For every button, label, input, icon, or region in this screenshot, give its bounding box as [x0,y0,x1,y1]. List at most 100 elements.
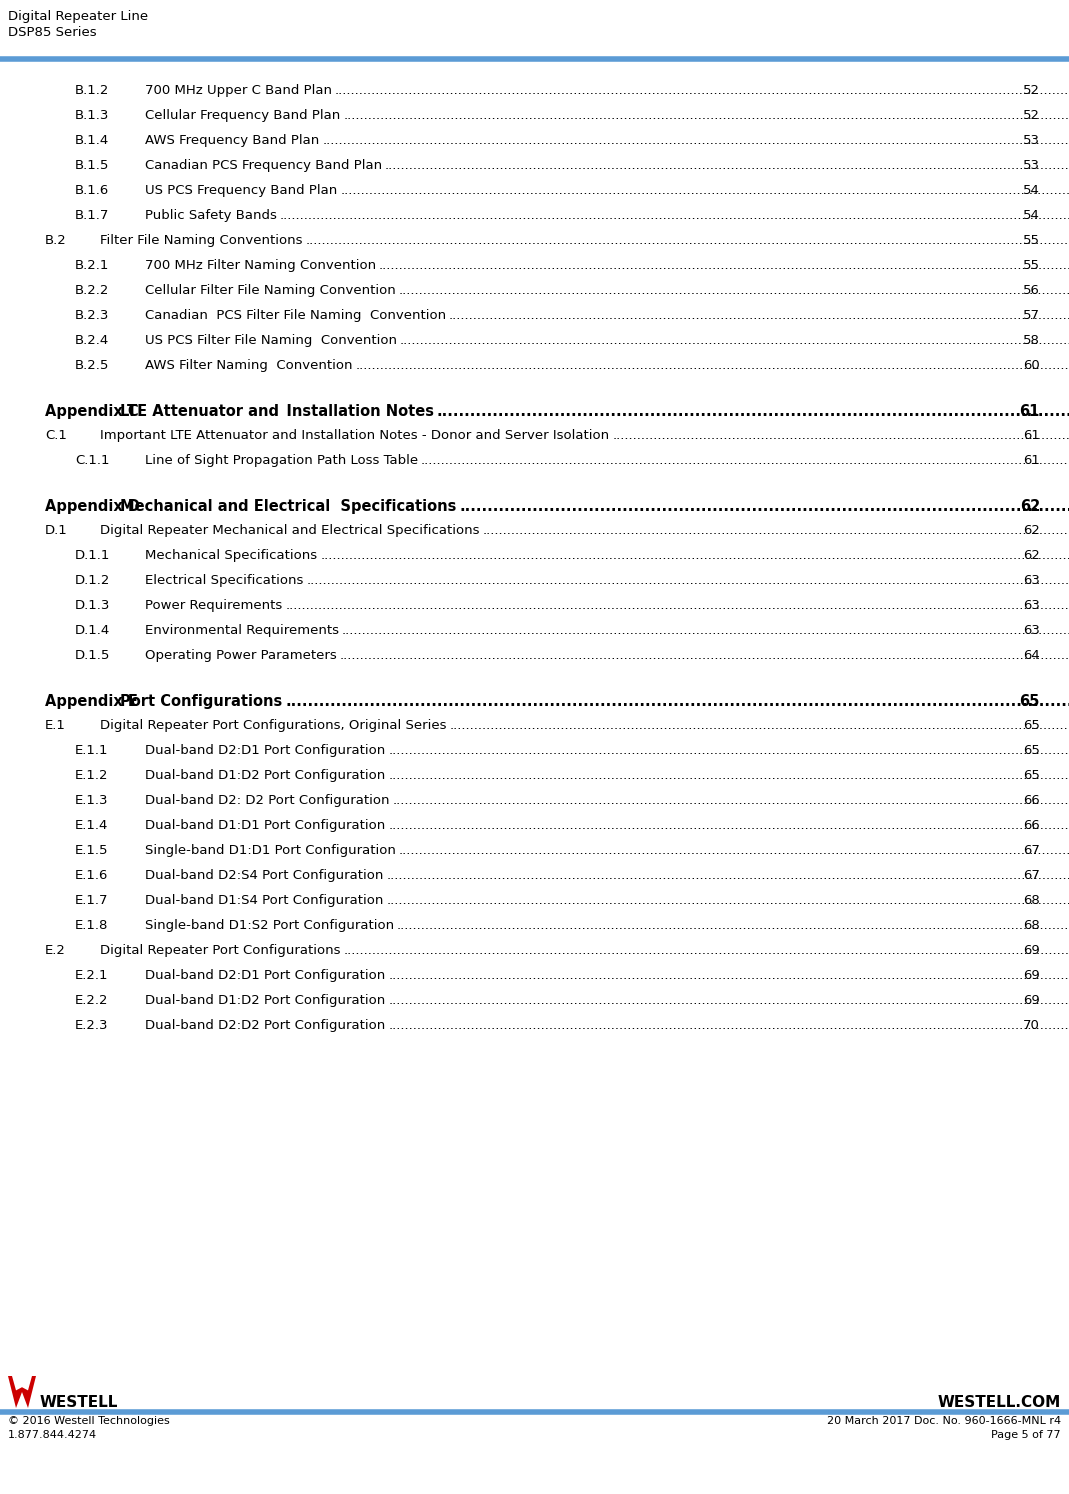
Text: 1.877.844.4274: 1.877.844.4274 [7,1430,97,1440]
Text: 56: 56 [1023,284,1040,297]
Text: E.1.2: E.1.2 [75,769,108,781]
Text: 54: 54 [1023,209,1040,223]
Text: E.1.4: E.1.4 [75,819,108,832]
Text: 65: 65 [1023,744,1040,757]
Text: D.1.5: D.1.5 [75,648,110,662]
Text: ................................................................................: ........................................… [399,844,1069,858]
Text: ................................................................................: ........................................… [388,744,1069,757]
Text: Port Configurations: Port Configurations [120,695,282,710]
Text: ................................................................................: ........................................… [356,359,1069,372]
Text: B.1.2: B.1.2 [75,84,109,97]
Text: ................................................................................: ........................................… [388,994,1069,1007]
Text: D.1.4: D.1.4 [75,624,110,636]
Text: E.1.6: E.1.6 [75,870,108,881]
Text: AWS Frequency Band Plan: AWS Frequency Band Plan [145,134,320,146]
Text: B.1.7: B.1.7 [75,209,109,223]
Text: 58: 58 [1023,335,1040,347]
Text: B.1.6: B.1.6 [75,184,109,197]
Text: Dual-band D2:D1 Port Configuration: Dual-band D2:D1 Port Configuration [145,744,385,757]
Text: 69: 69 [1023,944,1040,958]
Text: ................................................................................: ........................................… [421,454,1069,468]
Text: 66: 66 [1023,819,1040,832]
Text: 57: 57 [1023,309,1040,323]
Text: 63: 63 [1023,624,1040,636]
Text: ................................................................................: ........................................… [285,599,1069,613]
Text: 62: 62 [1020,499,1040,514]
Text: Line of Sight Propagation Path Loss Table: Line of Sight Propagation Path Loss Tabl… [145,454,418,468]
Text: E.2.1: E.2.1 [75,970,108,982]
Text: 69: 69 [1023,994,1040,1007]
Text: Canadian  PCS Filter File Naming  Convention: Canadian PCS Filter File Naming Conventi… [145,309,446,323]
Text: 68: 68 [1023,919,1040,932]
Text: ................................................................................: ........................................… [388,819,1069,832]
Text: WESTELL.COM: WESTELL.COM [938,1395,1062,1410]
Text: ................................................................................: ........................................… [449,309,1069,323]
Text: 65: 65 [1023,719,1040,732]
Text: E.1.8: E.1.8 [75,919,108,932]
Text: AWS Filter Naming  Convention: AWS Filter Naming Convention [145,359,353,372]
Text: ................................................................................: ........................................… [388,1019,1069,1032]
Text: E.2.3: E.2.3 [75,1019,108,1032]
Text: 65: 65 [1023,769,1040,781]
Text: B.2.4: B.2.4 [75,335,109,347]
Text: LTE Attenuator and Installation Notes: LTE Attenuator and Installation Notes [120,403,434,418]
Text: Digital Repeater Port Configurations, Original Series: Digital Repeater Port Configurations, Or… [100,719,447,732]
Text: 61: 61 [1023,454,1040,468]
Text: Appendix D: Appendix D [45,499,140,514]
Text: B.2.2: B.2.2 [75,284,109,297]
Text: Dual-band D2: D2 Port Configuration: Dual-band D2: D2 Port Configuration [145,793,389,807]
Text: E.1.5: E.1.5 [75,844,108,858]
Text: ................................................................................: ........................................… [280,209,1069,223]
Text: 54: 54 [1023,184,1040,197]
Text: 70: 70 [1023,1019,1040,1032]
Text: ................................................................................: ........................................… [386,893,1069,907]
Text: E.1.1: E.1.1 [75,744,108,757]
Text: D.1.1: D.1.1 [75,548,110,562]
Text: 64: 64 [1023,648,1040,662]
Text: 65: 65 [1020,695,1040,710]
Text: Dual-band D1:D1 Port Configuration: Dual-band D1:D1 Port Configuration [145,819,385,832]
Text: ................................................................................: ........................................… [343,109,1069,123]
Text: ................................................................................: ........................................… [400,335,1069,347]
Text: Cellular Frequency Band Plan: Cellular Frequency Band Plan [145,109,340,123]
Text: 52: 52 [1023,109,1040,123]
Text: 700 MHz Filter Naming Convention: 700 MHz Filter Naming Convention [145,258,376,272]
Text: DSP85 Series: DSP85 Series [7,25,96,39]
Text: D.1.2: D.1.2 [75,574,110,587]
Text: Dual-band D1:D2 Port Configuration: Dual-band D1:D2 Port Configuration [145,769,385,781]
Text: Power Requirements: Power Requirements [145,599,282,613]
Text: Environmental Requirements: Environmental Requirements [145,624,339,636]
Text: Appendix E: Appendix E [45,695,138,710]
Text: B.1.4: B.1.4 [75,134,109,146]
Polygon shape [7,1376,36,1407]
Text: 63: 63 [1023,599,1040,613]
Text: ................................................................................: ........................................… [482,524,1069,536]
Text: ................................................................................: ........................................… [460,499,1069,514]
Text: Operating Power Parameters: Operating Power Parameters [145,648,337,662]
Text: Digital Repeater Line: Digital Repeater Line [7,10,149,22]
Text: Digital Repeater Port Configurations: Digital Repeater Port Configurations [100,944,341,958]
Text: Dual-band D1:D2 Port Configuration: Dual-band D1:D2 Port Configuration [145,994,385,1007]
Text: ................................................................................: ........................................… [388,970,1069,982]
Text: Digital Repeater Mechanical and Electrical Specifications: Digital Repeater Mechanical and Electric… [100,524,480,536]
Text: Appendix C: Appendix C [45,403,139,418]
Text: Single-band D1:D1 Port Configuration: Single-band D1:D1 Port Configuration [145,844,396,858]
Text: E.1.7: E.1.7 [75,893,108,907]
Text: ................................................................................: ........................................… [307,574,1069,587]
Text: D.1: D.1 [45,524,67,536]
Text: Important LTE Attenuator and Installation Notes - Donor and Server Isolation: Important LTE Attenuator and Installatio… [100,429,609,442]
Text: Filter File Naming Conventions: Filter File Naming Conventions [100,235,303,247]
Text: 63: 63 [1023,574,1040,587]
Text: Dual-band D2:S4 Port Configuration: Dual-band D2:S4 Port Configuration [145,870,384,881]
Text: Mechanical Specifications: Mechanical Specifications [145,548,317,562]
Text: ................................................................................: ........................................… [322,134,1069,146]
Text: Page 5 of 77: Page 5 of 77 [991,1430,1062,1440]
Text: 53: 53 [1023,134,1040,146]
Text: ................................................................................: ........................................… [397,919,1069,932]
Text: Mechanical and Electrical  Specifications: Mechanical and Electrical Specifications [120,499,456,514]
Text: ................................................................................: ........................................… [285,695,1069,710]
Text: 66: 66 [1023,793,1040,807]
Text: ................................................................................: ........................................… [437,403,1069,418]
Text: ................................................................................: ........................................… [340,184,1069,197]
Text: 52: 52 [1023,84,1040,97]
